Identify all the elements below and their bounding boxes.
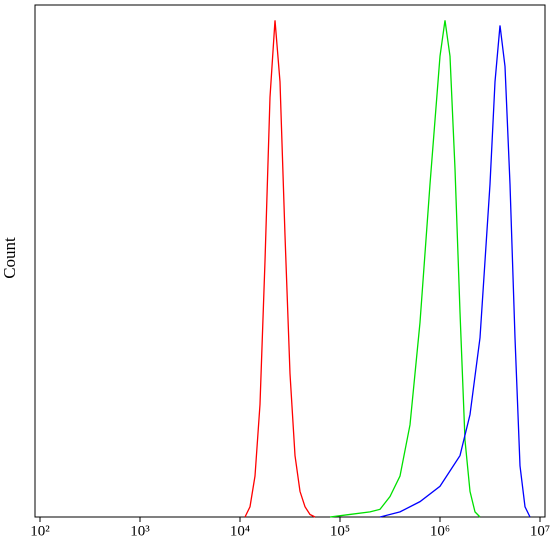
y-axis-label: Count [0, 237, 19, 279]
x-tick-label: 10⁷ [530, 523, 550, 539]
histogram-line [379, 25, 531, 518]
x-tick-label: 10² [30, 523, 50, 539]
x-tick-label: 10⁶ [430, 523, 450, 539]
x-tick-label: 10⁴ [230, 523, 250, 539]
x-tick-label: 10³ [130, 523, 150, 539]
histogram-line [329, 20, 481, 518]
histogram-line [244, 20, 316, 518]
plot-frame [34, 4, 546, 518]
x-tick-label: 10⁵ [330, 523, 350, 539]
